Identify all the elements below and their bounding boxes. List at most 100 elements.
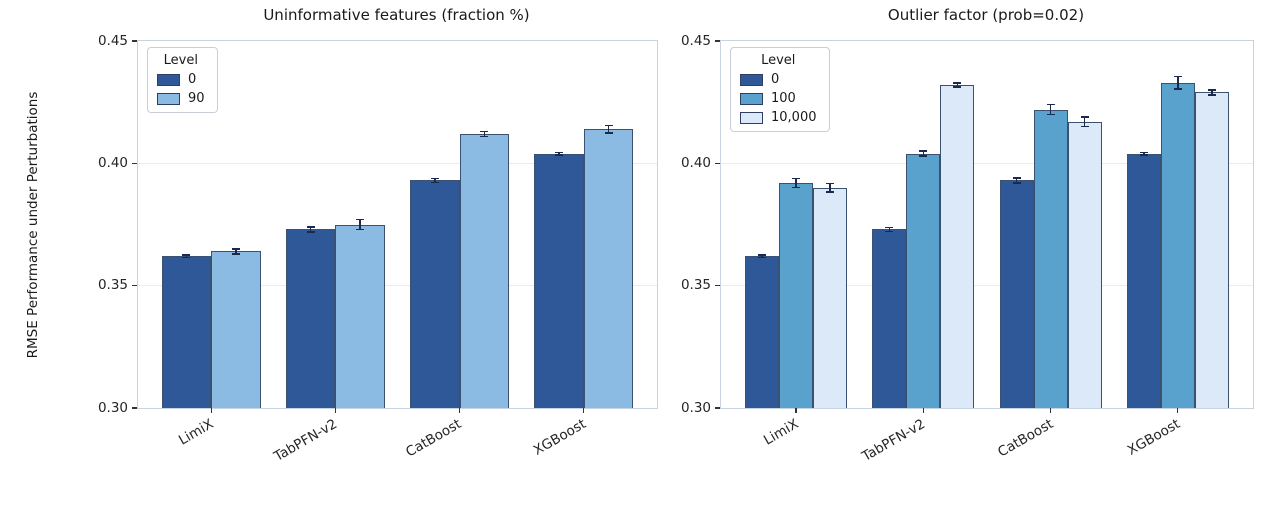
- bar-limix-level-10000: [813, 187, 847, 408]
- bar-limix-level-0: [161, 256, 212, 408]
- bar-tabpfn-v2-level-90: [335, 224, 386, 408]
- error-bar: [922, 151, 925, 156]
- error-bar-cap: [826, 191, 835, 193]
- error-bar-cap: [1139, 153, 1148, 156]
- error-bar: [558, 152, 560, 155]
- error-bar-cap: [919, 150, 928, 152]
- error-bar-cap: [1173, 87, 1182, 90]
- legend: Level 0 90: [147, 47, 218, 113]
- error-bar-cap: [554, 153, 563, 156]
- y-tick-mark: [715, 407, 720, 409]
- error-bar-cap: [1139, 151, 1148, 154]
- error-bar-cap: [1046, 113, 1055, 116]
- y-tick-label: 0.40: [97, 154, 128, 171]
- error-bar: [483, 131, 486, 137]
- bar-xgboost-level-90: [583, 129, 634, 408]
- error-bar-cap: [953, 82, 962, 84]
- y-tick-label: 0.45: [680, 32, 711, 49]
- error-bar-cap: [1046, 103, 1055, 106]
- error-bar-cap: [885, 230, 894, 233]
- error-bar-cap: [554, 151, 563, 154]
- left-chart-plot-area: 0.30 0.35 0.40 0.45 LimiX TabPFN-v2 CatBoost XG…: [98, 33, 658, 465]
- error-bar-cap: [792, 177, 801, 180]
- bar-catboost-level-100: [1033, 109, 1068, 408]
- error-bar: [888, 227, 891, 232]
- error-bar-cap: [953, 86, 962, 88]
- y-tick-mark: [132, 40, 137, 42]
- right-chart-plot-area: 0.30 0.35 0.40 0.45 LimiX TabPFN-v2 CatBoost XG…: [681, 33, 1254, 465]
- error-bar-cap: [1080, 116, 1089, 118]
- bar-tabpfn-v2-level-100: [906, 153, 941, 408]
- error-bar-cap: [826, 182, 835, 185]
- bar-tabpfn-v2-level-10000: [940, 85, 975, 408]
- error-bar: [309, 226, 312, 232]
- gridline: [721, 162, 1253, 164]
- error-bar-cap: [306, 226, 315, 228]
- legend-item-label: 10,000: [771, 110, 817, 125]
- bar-xgboost-level-0: [1127, 153, 1161, 408]
- legend-item: 0: [157, 72, 205, 87]
- bar-limix-level-0: [745, 256, 780, 408]
- error-bar-cap: [604, 124, 613, 127]
- legend-swatch-level-0: [157, 73, 180, 86]
- legend-item: 0: [740, 72, 817, 87]
- legend-title: Level: [163, 53, 198, 68]
- x-tick-mark: [795, 408, 797, 413]
- bar-catboost-level-90: [459, 133, 510, 408]
- legend-item: 90: [157, 91, 205, 106]
- right-chart-title: Outlier factor (prob=0.02): [887, 6, 1085, 24]
- bar-xgboost-level-10000: [1194, 92, 1229, 408]
- error-bar-cap: [1080, 125, 1089, 128]
- x-tick-label: CatBoost: [994, 416, 1056, 461]
- x-tick-mark: [1177, 408, 1179, 413]
- error-bar-cap: [182, 254, 191, 256]
- error-bar-cap: [480, 135, 489, 138]
- y-tick-mark: [715, 285, 720, 287]
- error-bar: [829, 183, 831, 193]
- error-bar-cap: [758, 256, 767, 259]
- bar-catboost-level-0: [409, 180, 460, 408]
- legend-swatch-level-100: [740, 92, 763, 105]
- y-tick-mark: [715, 40, 720, 42]
- bar-tabpfn-v2-level-0: [285, 229, 336, 408]
- error-bar-cap: [430, 181, 439, 184]
- bar-catboost-level-0: [999, 180, 1034, 408]
- legend-swatch-level-10000: [740, 111, 763, 124]
- bar-limix-level-100: [779, 182, 814, 408]
- error-bar: [956, 83, 959, 87]
- x-tick-mark: [583, 408, 585, 413]
- legend-item: 100: [740, 91, 817, 106]
- error-bar-cap: [232, 253, 241, 255]
- legend-item-label: 0: [188, 72, 197, 87]
- error-bar: [235, 248, 237, 254]
- y-tick-label: 0.35: [97, 277, 128, 294]
- bar-catboost-level-10000: [1067, 121, 1102, 408]
- x-tick-mark: [334, 408, 336, 413]
- y-tick-label: 0.30: [97, 399, 128, 416]
- gridline: [138, 162, 657, 164]
- error-bar-cap: [1012, 182, 1021, 184]
- y-tick-mark: [132, 162, 137, 164]
- error-bar-cap: [480, 130, 489, 133]
- y-axis-label: RMSE Performance under Perturbations: [25, 91, 41, 359]
- legend: Level 0 100 10,000: [730, 47, 830, 132]
- error-bar: [433, 178, 436, 183]
- error-bar-cap: [1207, 89, 1216, 91]
- error-bar-cap: [1173, 75, 1182, 78]
- legend-item-label: 100: [771, 91, 796, 106]
- y-tick-mark: [715, 162, 720, 164]
- error-bar: [1083, 116, 1086, 127]
- x-tick-label: LimiX: [175, 416, 217, 449]
- error-bar: [1049, 104, 1052, 115]
- x-tick-label: LimiX: [760, 416, 802, 449]
- y-tick-mark: [132, 407, 137, 409]
- y-tick-label: 0.40: [680, 154, 711, 171]
- error-bar-cap: [232, 248, 241, 250]
- error-bar: [185, 255, 188, 258]
- error-bar-cap: [182, 256, 191, 259]
- error-bar-cap: [356, 218, 365, 221]
- y-tick-label: 0.30: [680, 399, 711, 416]
- error-bar-cap: [1012, 177, 1021, 179]
- gridline: [138, 285, 657, 287]
